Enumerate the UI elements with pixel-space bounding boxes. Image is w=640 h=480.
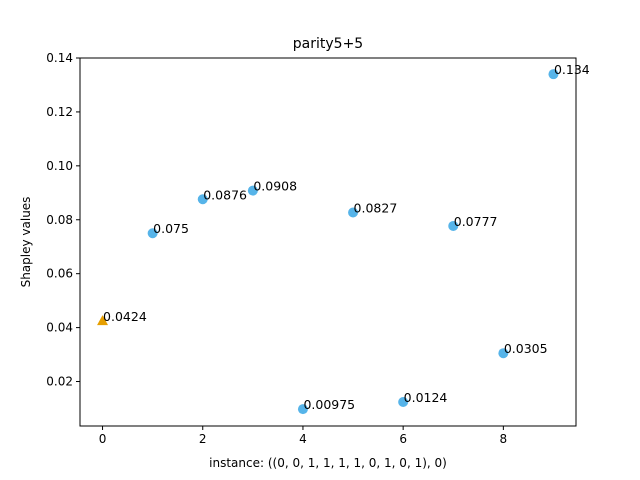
plot-frame: [79, 57, 577, 427]
data-label: 0.134: [554, 62, 590, 77]
y-tick-label: 0.14: [46, 51, 73, 65]
data-label: 0.0876: [203, 187, 247, 202]
data-label: 0.0424: [103, 309, 147, 324]
y-tick-label: 0.10: [46, 159, 73, 173]
data-point: [147, 228, 158, 239]
y-tick-label: 0.02: [46, 375, 73, 389]
y-axis-ticks: 0.02 0.04 0.06 0.08 0.10 0.12 0.14: [46, 51, 80, 389]
data-point: [247, 185, 258, 196]
data-point: [548, 69, 559, 80]
y-tick-label: 0.06: [46, 267, 73, 281]
data-label: 0.0827: [354, 200, 398, 215]
data-label: 0.0777: [454, 214, 498, 229]
x-axis-ticks: 0 2 4 6 8: [99, 426, 507, 446]
data-label: 0.0908: [253, 179, 297, 194]
y-tick-label: 0.12: [46, 105, 73, 119]
data-label: 0.0305: [504, 341, 548, 356]
data-point: [348, 207, 359, 218]
data-point-triangle: [97, 315, 109, 326]
x-tick-label: 2: [199, 432, 207, 446]
y-tick-label: 0.08: [46, 213, 73, 227]
chart-title: parity5+5: [293, 36, 363, 52]
data-point: [498, 348, 509, 359]
data-label: 0.075: [153, 221, 189, 236]
data-points: [97, 69, 559, 415]
y-tick-label: 0.04: [46, 321, 73, 335]
data-labels: 0.0424 0.075 0.0876 0.0908 0.00975 0.0827 0.01…: [103, 62, 590, 412]
x-tick-label: 6: [399, 432, 407, 446]
data-point: [197, 194, 208, 205]
data-point: [297, 404, 308, 415]
x-tick-label: 0: [99, 432, 107, 446]
data-label: 0.00975: [303, 397, 355, 412]
data-point: [448, 220, 459, 231]
x-tick-label: 8: [500, 432, 508, 446]
x-axis-label: instance: ((0, 0, 1, 1, 1, 1, 0, 1, 0, 1…: [209, 456, 447, 470]
data-label: 0.0124: [404, 390, 448, 405]
x-tick-label: 4: [299, 432, 307, 446]
data-point: [398, 397, 409, 408]
y-axis-label: Shapley values: [19, 197, 33, 288]
